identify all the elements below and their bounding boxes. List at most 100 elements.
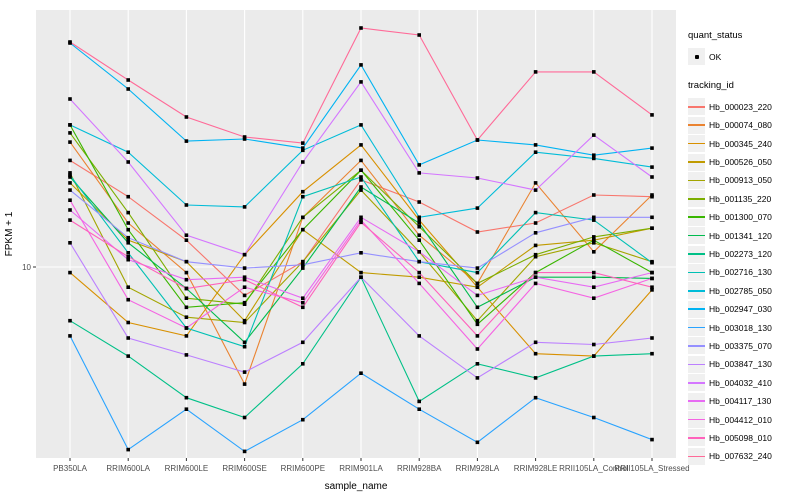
data-point [126,257,130,262]
data-point [68,334,72,338]
legend-item-Hb_003018_130: Hb_003018_130 [688,319,798,337]
data-point [359,185,363,189]
legend-item-label: Hb_002947_030 [709,304,772,315]
legend-item-label: Hb_001300_070 [709,212,772,223]
legend-item-Hb_005098_010: Hb_005098_010 [688,429,798,447]
data-point [242,137,247,141]
legend-item-label: Hb_007632_240 [709,451,772,462]
data-point [184,407,189,411]
data-point [533,275,538,279]
data-point [359,251,363,255]
data-point [242,340,247,345]
data-point [68,97,72,101]
data-point [126,210,130,215]
data-point [301,305,305,310]
legend-item-Hb_003847_130: Hb_003847_130 [688,355,798,373]
legend-item-Hb_004412_010: Hb_004412_010 [688,411,798,429]
data-point [417,281,421,286]
data-point [650,351,654,356]
data-point [533,143,538,147]
data-point [242,449,247,454]
data-point [650,193,654,197]
x-tick-label: RRIM600LE [165,464,209,473]
legend-item-Hb_000913_050: Hb_000913_050 [688,171,798,189]
x-tick-label: RRIM600LA [106,464,150,473]
series-color-line-icon [688,363,705,366]
legend-key-swatch [688,374,705,392]
y-axis-title: FPKM + 1 [4,211,15,257]
data-point [592,250,596,254]
series-color-line-icon [688,106,705,108]
series-color-line-icon [688,216,705,219]
data-point [475,376,480,380]
legend-item-Hb_002947_030: Hb_002947_030 [688,300,798,318]
data-point [475,362,480,366]
legend-item-label: Hb_000074_080 [709,120,772,131]
data-point [475,285,480,289]
data-point [592,193,596,197]
data-point [475,266,480,270]
data-point [126,251,130,255]
legend-item-label: Hb_004412_010 [709,414,772,425]
data-point [126,297,130,302]
data-point [417,33,421,37]
legend-item-Hb_004032_410: Hb_004032_410 [688,374,798,392]
data-point [417,270,421,275]
legend-key-swatch [688,227,705,245]
series-color-line-icon [688,345,705,347]
data-point [242,293,247,298]
data-point [242,300,247,305]
data-point [592,285,596,289]
data-point [650,175,654,179]
data-point [301,141,305,145]
data-point [301,227,305,232]
data-point [475,230,480,234]
data-point [650,270,654,275]
data-point [533,254,538,259]
data-point [68,188,72,192]
legend-item-label: Hb_005098_010 [709,432,772,443]
series-color-line-icon [688,400,705,402]
data-point [301,160,305,164]
data-point [650,146,654,150]
legend-key-swatch [688,300,705,318]
data-point [359,158,363,163]
data-point [359,188,363,192]
legend: quant_status OK tracking_id Hb_000023_22… [688,30,798,466]
data-point [417,334,421,338]
legend-item-Hb_000074_080: Hb_000074_080 [688,116,798,134]
data-point [592,238,596,242]
legend-item-label: Hb_003018_130 [709,322,772,333]
data-point [533,395,538,400]
data-point [68,218,72,222]
x-tick-label: RRII105LA_Control [559,464,629,473]
data-point [126,150,130,154]
data-point [592,70,596,74]
data-point [68,158,72,163]
data-point [592,235,596,239]
legend-key-swatch [688,263,705,281]
x-tick-label: RRIM600SE [222,464,266,473]
legend-item-label: Hb_000526_050 [709,157,772,168]
x-tick-label: RRIM928LE [514,464,558,473]
legend-item-quant-ok: OK [688,48,798,65]
data-point [592,215,596,220]
data-point [475,318,480,323]
legend-key-swatch [688,319,705,337]
data-point [592,354,596,358]
x-tick-label: RRIM928BA [397,464,442,473]
legend-item-label: Hb_002716_130 [709,267,772,278]
legend-item-label: Hb_002273_120 [709,249,772,260]
data-point [126,235,130,240]
data-point [301,266,305,270]
data-point [126,285,130,289]
data-point [126,78,130,82]
legend-item-label: Hb_001341_120 [709,230,772,241]
data-point [650,165,654,169]
data-point [417,233,421,237]
data-point [68,173,72,177]
data-point [650,336,654,340]
legend-item-label: Hb_004032_410 [709,377,772,388]
data-point [417,221,421,225]
data-point [475,305,480,310]
